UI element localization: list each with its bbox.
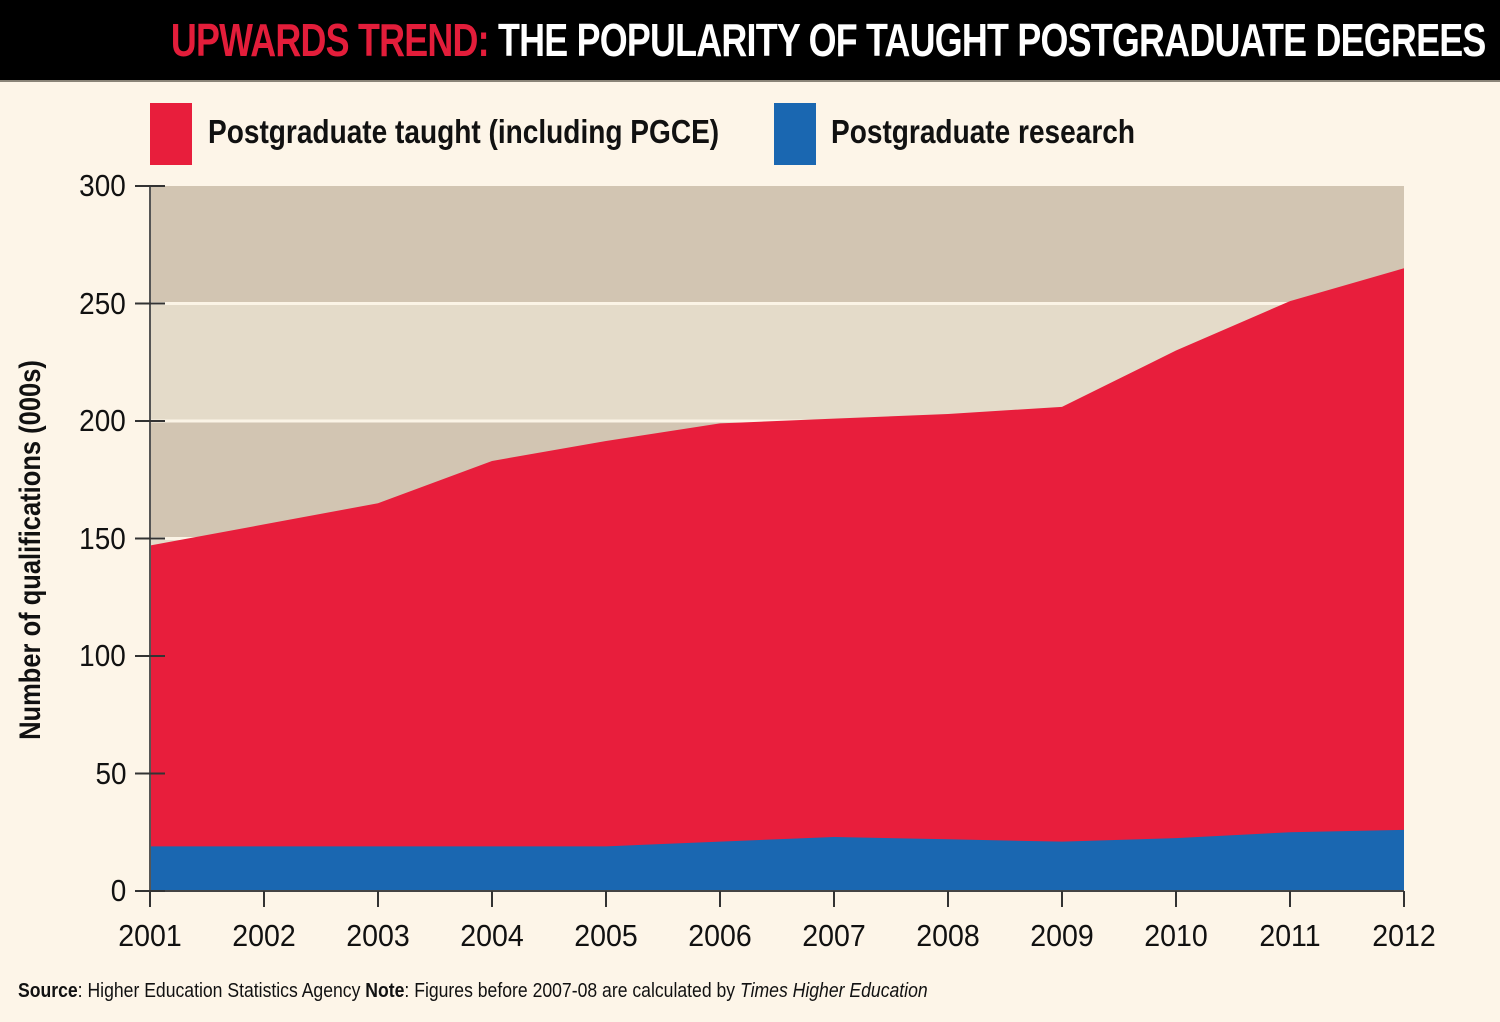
y-tick-label: 150 bbox=[79, 520, 126, 556]
x-tick-label: 2008 bbox=[916, 918, 980, 953]
footer-note: Source: Higher Education Statistics Agen… bbox=[18, 980, 928, 1003]
y-tick-label: 0 bbox=[110, 873, 126, 908]
x-tick-label: 2004 bbox=[460, 918, 524, 953]
note-italic: Times Higher Education bbox=[739, 980, 928, 1002]
title-highlight: UPWARDS TREND: bbox=[171, 14, 490, 66]
chart-title: UPWARDS TREND: THE POPULARITY OF TAUGHT … bbox=[171, 8, 1486, 72]
legend-swatch-research bbox=[774, 103, 816, 165]
background-band bbox=[150, 186, 1404, 304]
y-tick-label: 250 bbox=[79, 285, 126, 321]
x-tick-label: 2012 bbox=[1372, 918, 1436, 953]
x-tick-label: 2003 bbox=[346, 918, 410, 953]
x-tick-label: 2006 bbox=[688, 918, 752, 953]
x-tick-label: 2002 bbox=[232, 918, 296, 953]
y-tick-label: 200 bbox=[79, 403, 126, 438]
source-label: Source bbox=[18, 980, 78, 1002]
legend-label-research: Postgraduate research bbox=[831, 113, 1136, 150]
x-tick-label: 2011 bbox=[1259, 918, 1321, 953]
note-label: Note bbox=[365, 980, 405, 1002]
area-postgraduate-research bbox=[150, 829, 1404, 891]
legend-label-taught: Postgraduate taught (including PGCE) bbox=[208, 113, 720, 150]
y-tick-label: 100 bbox=[79, 638, 126, 673]
x-tick-label: 2007 bbox=[802, 918, 866, 953]
source-text: : Higher Education Statistics Agency bbox=[77, 980, 366, 1002]
title-rest: THE POPULARITY OF TAUGHT POSTGRADUATE DE… bbox=[489, 14, 1487, 66]
title-bar: UPWARDS TREND: THE POPULARITY OF TAUGHT … bbox=[0, 0, 1500, 82]
legend-swatch-taught bbox=[150, 103, 192, 165]
x-tick-label: 2009 bbox=[1030, 918, 1094, 953]
y-tick-label: 50 bbox=[94, 755, 126, 791]
area-postgraduate-taught bbox=[150, 268, 1404, 891]
x-tick-label: 2005 bbox=[574, 918, 638, 953]
x-tick-label: 2010 bbox=[1144, 918, 1208, 953]
y-tick-label: 300 bbox=[79, 168, 126, 203]
x-tick-label: 2001 bbox=[118, 918, 182, 953]
note-text: : Figures before 2007-08 are calculated … bbox=[404, 980, 740, 1002]
